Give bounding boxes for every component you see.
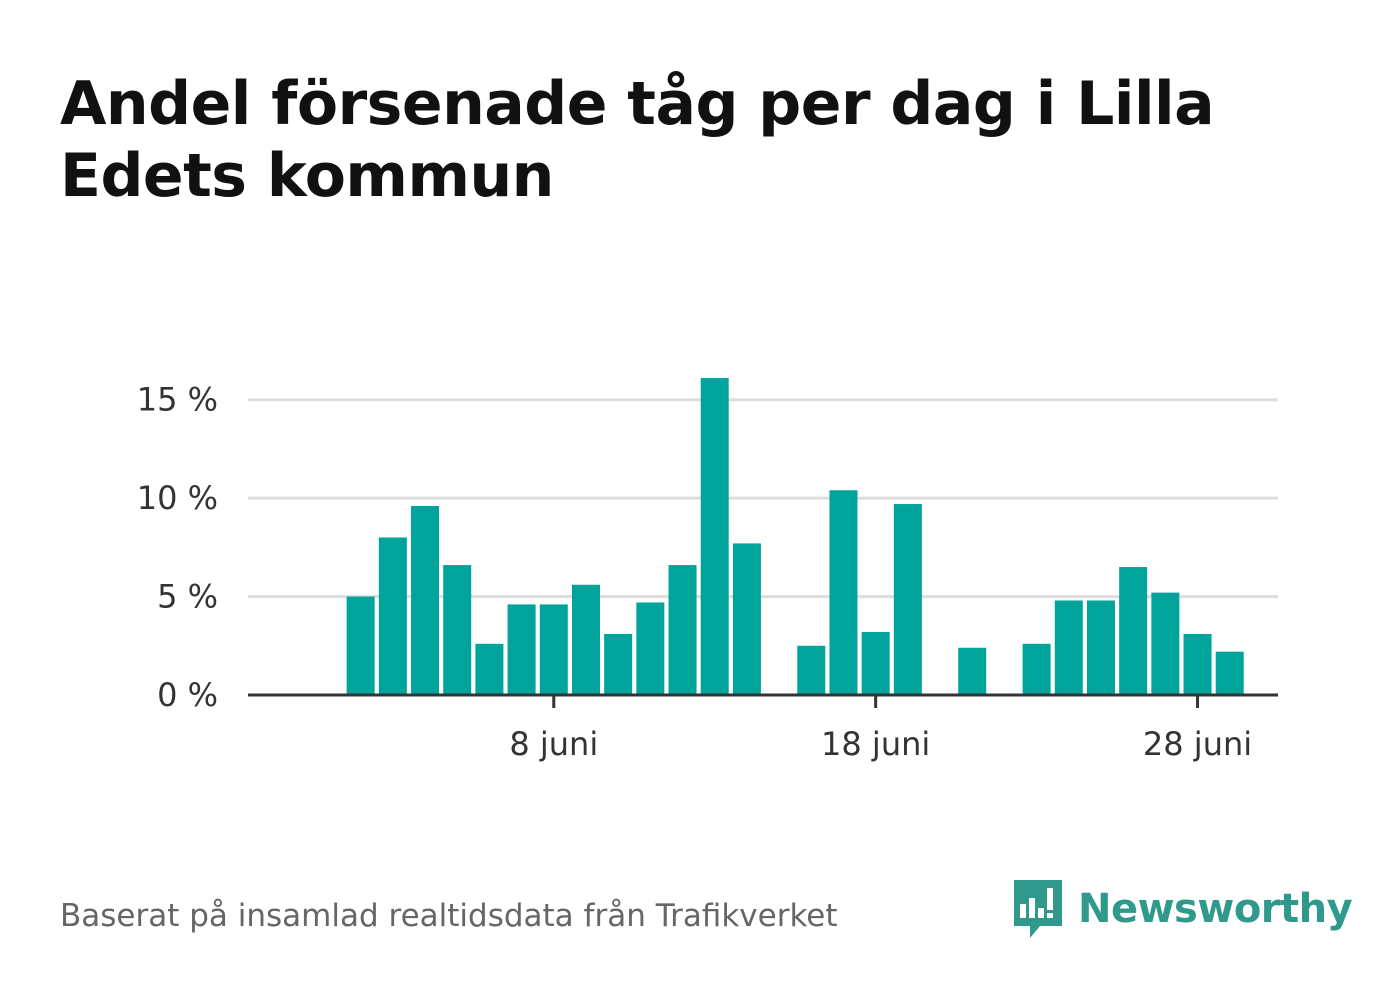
bar — [668, 565, 697, 695]
bar — [346, 596, 375, 695]
bar — [1215, 651, 1244, 695]
axes: 0 % 5 % 10 % 15 % 8 juni 18 juni 28 juni — [137, 381, 1278, 763]
x-tick-label: 18 juni — [821, 725, 930, 763]
bar — [443, 565, 472, 695]
x-tick-label: 28 juni — [1143, 725, 1252, 763]
bar — [893, 504, 922, 695]
source-note: Baserat på insamlad realtidsdata från Tr… — [60, 898, 838, 934]
bar — [539, 604, 568, 695]
bar — [411, 506, 440, 695]
bar — [604, 633, 633, 695]
bar — [1022, 643, 1051, 695]
bars — [346, 378, 1244, 695]
chart-title: Andel försenade tåg per dag i Lilla Edet… — [60, 69, 1215, 211]
bar — [732, 543, 761, 695]
bar — [861, 632, 890, 695]
bar — [1054, 600, 1083, 695]
newsworthy-logo-icon — [1014, 880, 1062, 938]
bar — [700, 378, 729, 695]
bar — [475, 643, 504, 695]
y-tick-label: 0 % — [157, 676, 218, 714]
bar — [1119, 567, 1148, 695]
bar — [958, 647, 987, 695]
bar — [1086, 600, 1115, 695]
bar — [797, 645, 826, 695]
brand-name: Newsworthy — [1078, 886, 1353, 932]
y-tick-label: 10 % — [137, 479, 218, 517]
bar — [507, 604, 536, 695]
y-tick-label: 15 % — [137, 381, 218, 419]
bar — [378, 537, 407, 695]
bar — [1183, 633, 1212, 695]
bar — [829, 490, 858, 695]
bar — [571, 584, 600, 695]
newsworthy-logo: Newsworthy — [1010, 878, 1353, 940]
x-tick-label: 8 juni — [509, 725, 598, 763]
bar — [1151, 592, 1180, 695]
bar — [636, 602, 665, 695]
y-tick-label: 5 % — [157, 578, 218, 616]
